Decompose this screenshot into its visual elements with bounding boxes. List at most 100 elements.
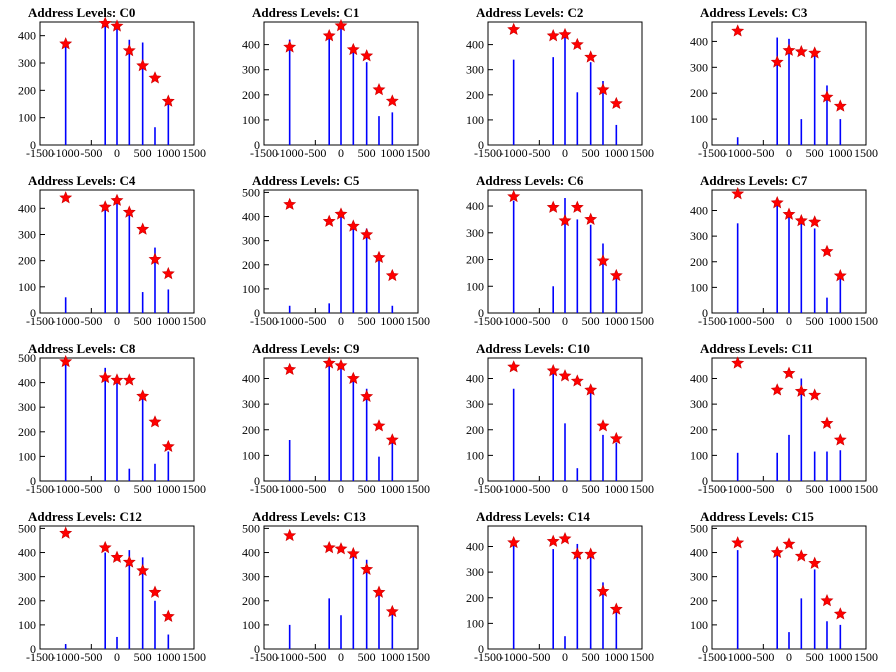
x-tick-label: -1000 [500, 482, 528, 496]
peak-marker [136, 563, 150, 577]
y-tick-label: 400 [242, 210, 260, 224]
x-tick-label: 1500 [630, 650, 654, 664]
chart-title: Address Levels: C13 [252, 509, 366, 524]
peak-marker [794, 549, 808, 562]
peak-marker [110, 193, 124, 206]
peak-marker [833, 433, 847, 446]
chart-title: Address Levels: C2 [476, 5, 583, 20]
chart-svg: Address Levels: C9 0 100 200 300 400 -1500-100… [242, 341, 430, 496]
peak-marker [546, 200, 560, 213]
x-tick-label: 1000 [604, 650, 628, 664]
x-tick-label: 0 [338, 314, 344, 328]
chart-svg: Address Levels: C13 0 100 200 300 400 500 -1500… [242, 509, 430, 664]
y-tick-label: 100 [466, 279, 484, 293]
x-tick-label: 0 [562, 314, 568, 328]
peak-marker [110, 550, 124, 563]
x-tick-label: -500 [528, 146, 550, 160]
y-tick-label: 200 [466, 253, 484, 267]
x-tick-label: 1000 [380, 314, 404, 328]
y-tick-label: 100 [18, 111, 36, 125]
chart-svg: Address Levels: C0 0 100 200 300 400 -1500-100… [18, 5, 206, 160]
y-tick-label: 300 [690, 397, 708, 411]
x-tick-label: 500 [134, 314, 152, 328]
chart-panel-9: Address Levels: C9 0 100 200 300 400 -1500 -100… [224, 336, 448, 504]
x-tick-label: 1000 [604, 146, 628, 160]
x-tick-label: 500 [806, 482, 824, 496]
y-tick-label: 100 [242, 448, 260, 462]
y-tick-label: 200 [18, 254, 36, 268]
chart-panel-3: Address Levels: C3 0 100 200 300 400 -1500 -100… [672, 0, 896, 168]
chart-panel-14: Address Levels: C14 0 100 200 300 400 -1500 -10… [448, 504, 672, 672]
peak-marker [570, 547, 584, 560]
x-tick-label: 1000 [380, 650, 404, 664]
chart-title: Address Levels: C10 [476, 341, 590, 356]
x-tick-label: -1000 [276, 146, 304, 160]
chart-panel-15: Address Levels: C15 0 100 200 300 400 500 -1500… [672, 504, 896, 672]
x-tick-label: 500 [582, 314, 600, 328]
y-tick-label: 300 [242, 63, 260, 77]
x-tick-label: -1000 [500, 146, 528, 160]
y-tick-label: 0 [478, 138, 484, 152]
peak-marker [122, 555, 136, 568]
peak-marker [136, 222, 150, 235]
x-tick-label: 1500 [406, 482, 430, 496]
peak-marker [584, 50, 598, 63]
x-tick-label: 0 [786, 650, 792, 664]
chart-title: Address Levels: C6 [476, 173, 584, 188]
y-tick-label: 200 [690, 594, 708, 608]
x-tick-label: 500 [806, 146, 824, 160]
peak-marker [385, 433, 399, 446]
x-tick-label: 1000 [380, 482, 404, 496]
y-tick-label: 400 [466, 199, 484, 213]
y-tick-label: 300 [18, 400, 36, 414]
peak-marker [122, 205, 136, 218]
peak-marker [507, 189, 521, 203]
x-tick-label: -1000 [724, 650, 752, 664]
peak-marker [334, 19, 348, 32]
x-tick-label: 0 [114, 650, 120, 664]
peak-marker [161, 609, 175, 622]
peak-marker [820, 90, 834, 103]
y-tick-label: 0 [478, 642, 484, 656]
chart-title: Address Levels: C12 [28, 509, 142, 524]
peak-marker [808, 46, 822, 59]
plot-frame [39, 525, 195, 650]
peak-marker [346, 546, 360, 560]
y-tick-label: 0 [254, 306, 260, 320]
chart-panel-13: Address Levels: C13 0 100 200 300 400 500 -1500… [224, 504, 448, 672]
x-tick-label: -500 [80, 146, 102, 160]
peak-marker [609, 96, 623, 110]
x-tick-label: 1500 [182, 650, 206, 664]
peak-marker [59, 526, 73, 539]
x-tick-label: 1000 [828, 146, 852, 160]
peak-marker [609, 431, 623, 445]
y-tick-label: 400 [18, 546, 36, 560]
chart-svg: Address Levels: C15 0 100 200 300 400 500 -1500… [690, 509, 878, 664]
peak-marker [570, 37, 584, 51]
peak-marker [59, 191, 73, 204]
peak-marker [360, 49, 374, 62]
peak-marker [283, 197, 297, 210]
x-tick-label: -1000 [52, 314, 80, 328]
peak-marker [148, 415, 162, 428]
x-tick-label: 0 [338, 146, 344, 160]
y-tick-label: 400 [242, 38, 260, 52]
x-tick-label: -1000 [724, 314, 752, 328]
y-tick-label: 400 [18, 201, 36, 215]
y-tick-label: 0 [254, 642, 260, 656]
x-tick-label: 0 [562, 482, 568, 496]
peak-marker [794, 45, 808, 58]
peak-marker [59, 354, 73, 368]
peak-marker [770, 383, 784, 396]
y-tick-label: 0 [30, 642, 36, 656]
y-tick-label: 300 [690, 229, 708, 243]
x-tick-label: 1000 [156, 482, 180, 496]
peak-marker [731, 187, 745, 200]
peak-marker [372, 419, 386, 432]
x-tick-label: -1000 [52, 146, 80, 160]
x-tick-label: 500 [358, 146, 376, 160]
x-tick-label: 1500 [854, 482, 878, 496]
x-tick-label: 1500 [406, 146, 430, 160]
peak-marker [98, 200, 112, 213]
